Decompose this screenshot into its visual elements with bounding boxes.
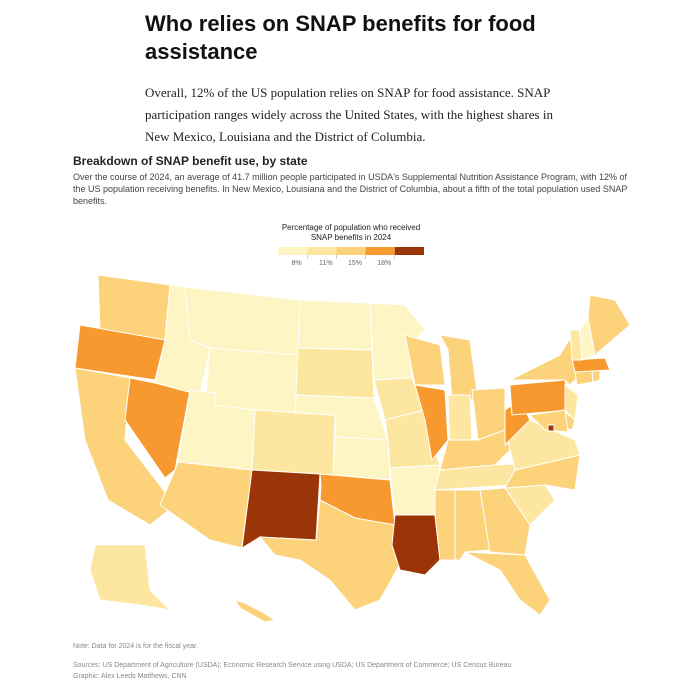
state	[591, 369, 601, 383]
legend-swatch	[307, 247, 337, 255]
map-description: Over the course of 2024, an average of 4…	[73, 172, 628, 206]
state	[391, 514, 441, 576]
state	[297, 299, 373, 351]
intro: Overall, 12% of the US population relies…	[145, 85, 553, 144]
state	[571, 357, 611, 373]
title: Who relies on SNAP benefits for food ass…	[145, 11, 536, 64]
legend-swatch	[278, 247, 308, 255]
note: Note: Data for 2024 is for the fiscal ye…	[73, 643, 198, 650]
state	[434, 489, 456, 561]
legend-tick-label: 18%	[377, 260, 391, 267]
state	[464, 551, 551, 616]
state	[479, 487, 531, 556]
legend-tick-label: 15%	[348, 260, 362, 267]
state	[547, 424, 555, 432]
state	[74, 324, 166, 381]
state	[295, 347, 375, 399]
state	[587, 294, 631, 356]
state	[332, 436, 391, 481]
state	[241, 469, 321, 549]
map: Percentage of population who received SNA…	[74, 223, 631, 623]
state	[258, 499, 406, 611]
state	[509, 379, 571, 416]
state	[233, 599, 277, 623]
legend-title: Percentage of population who received SNA…	[282, 223, 420, 242]
state	[528, 409, 569, 433]
legend-swatch	[394, 247, 424, 255]
state	[389, 464, 441, 516]
state	[184, 286, 301, 356]
state	[89, 544, 172, 611]
legend-tick-label: 11%	[319, 260, 333, 267]
state	[204, 347, 299, 416]
legend-tick-label: 8%	[292, 260, 302, 267]
sources: Sources: US Department of Agriculture (U…	[73, 662, 512, 669]
state	[404, 334, 446, 386]
legend-swatch	[336, 247, 366, 255]
map-title: Breakdown of SNAP benefit use, by state	[73, 154, 308, 168]
credit: Graphic: Alex Leeds Matthews, CNN	[73, 673, 187, 680]
legend-swatch	[365, 247, 395, 255]
state	[414, 384, 449, 462]
state	[251, 409, 336, 479]
state	[159, 461, 253, 549]
